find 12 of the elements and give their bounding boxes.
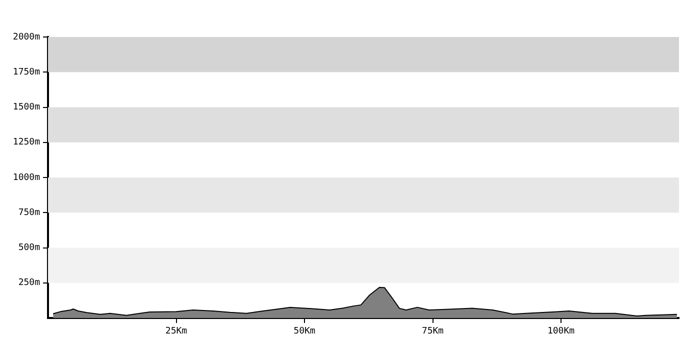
y-tick-label: 1750m: [12, 67, 40, 78]
y-tick-label: 2000m: [12, 32, 40, 42]
y-tick-label: 1500m: [12, 102, 40, 113]
x-tick-label: 75Km: [422, 326, 444, 337]
y-tick-label: 1000m: [12, 172, 40, 183]
y-tick-label: 250m: [18, 278, 40, 288]
x-tick-label: 25Km: [165, 326, 188, 337]
x-tick-label: 100Km: [547, 326, 575, 337]
y-tick-label: 1250m: [12, 138, 40, 148]
x-tick-label: 50Km: [294, 326, 316, 337]
y-tick-label: 500m: [18, 243, 40, 254]
y-tick-label: 750m: [18, 208, 40, 218]
